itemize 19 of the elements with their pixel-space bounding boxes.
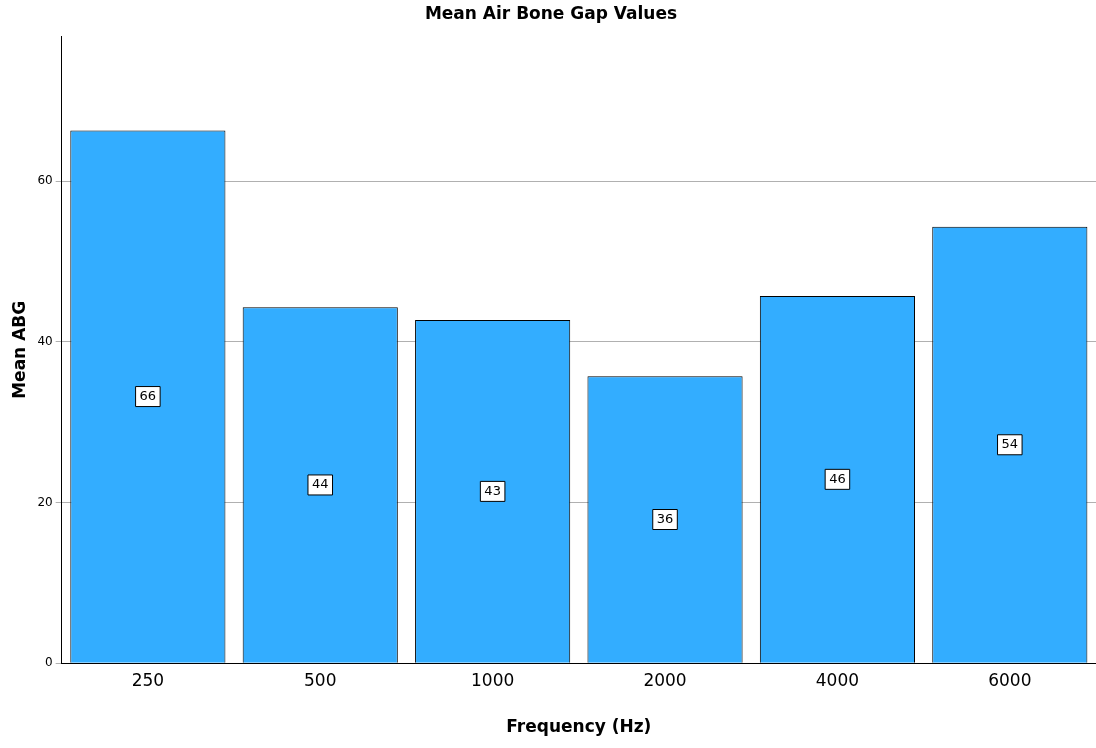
chart-title: Mean Air Bone Gap Values bbox=[424, 2, 678, 23]
y-axis-title: Mean ABG bbox=[8, 300, 29, 399]
y-tick-label: 0 bbox=[45, 655, 53, 670]
data-label: 46 bbox=[829, 470, 846, 486]
data-label: 44 bbox=[311, 476, 329, 492]
data-label: 54 bbox=[1001, 436, 1019, 452]
x-tick-label: 2000 bbox=[643, 669, 687, 690]
y-tick-label: 60 bbox=[37, 173, 53, 188]
x-tick-label: 4000 bbox=[815, 669, 860, 690]
data-label: 36 bbox=[656, 510, 674, 526]
x-tick-label: 500 bbox=[304, 669, 337, 690]
x-tick-label: 250 bbox=[131, 669, 165, 690]
x-axis-title: Frequency (Hz) bbox=[506, 716, 652, 737]
x-tick-label: 1000 bbox=[471, 669, 515, 690]
x-tick-label: 6000 bbox=[988, 669, 1032, 690]
data-label: 43 bbox=[484, 482, 501, 498]
y-tick-label: 40 bbox=[37, 333, 53, 348]
data-label: 66 bbox=[139, 387, 157, 403]
y-tick-label: 20 bbox=[37, 494, 53, 509]
